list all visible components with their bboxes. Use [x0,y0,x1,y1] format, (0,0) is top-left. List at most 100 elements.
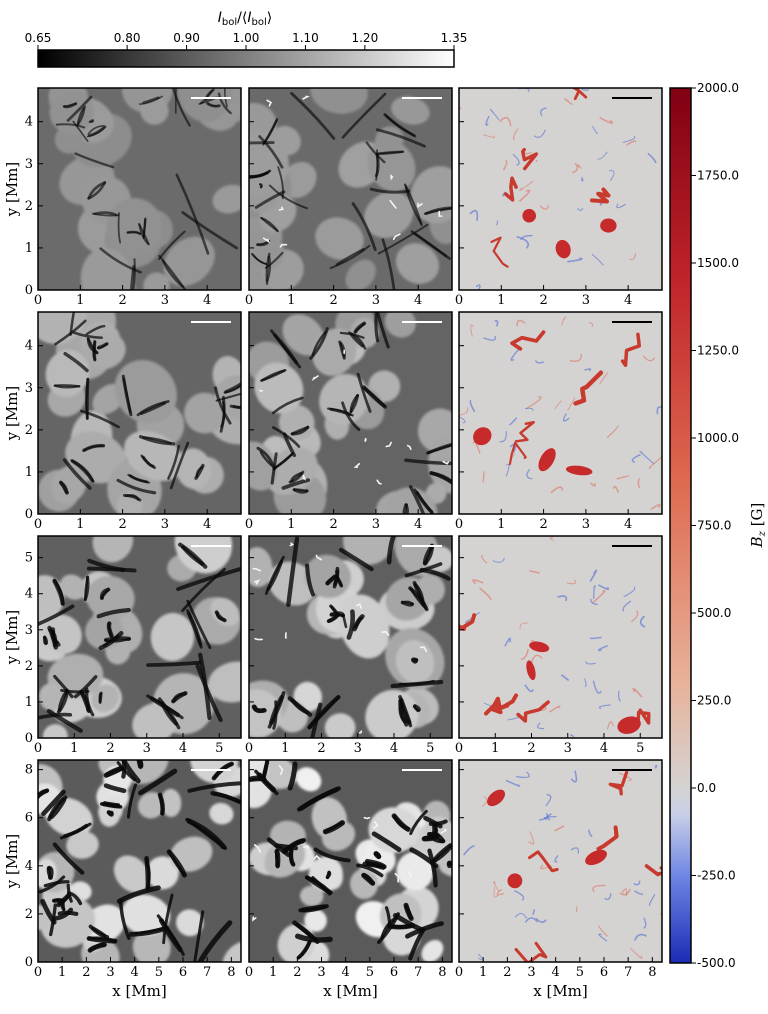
panel-frame [248,759,453,963]
panel-intensity-high-row1: 0 1 2 3 4 [245,87,453,308]
x-tick-label: 3 [564,741,572,756]
x-tick-label: 2 [329,293,337,308]
bz-colorbar-tick-label: 500.0 [697,606,731,620]
panel-bz-row1: 0 1 2 3 4 [455,87,663,308]
bz-colorbar-tick-label: 250.0 [697,694,731,708]
intensity-colorbar-tick-label: 1.00 [233,31,260,45]
panel-intensity-high-row3: 0 1 2 3 4 5 [245,535,453,756]
x-tick-label: 2 [503,965,511,980]
y-tick-label: 4 [25,115,33,130]
x-tick-label: 2 [82,965,90,980]
y-tick-label: 4 [25,587,33,602]
y-tick-label: 4 [25,859,33,874]
x-tick-label: 0 [34,517,42,532]
y-tick-label: 3 [25,157,33,172]
x-tick-label: 2 [539,293,547,308]
panel-frame [458,535,663,739]
y-axis-label: y [Mm] [3,834,21,890]
bz-colorbar-gradient [669,87,692,964]
bz-colorbar-tick-label: 2000.0 [697,81,739,95]
x-tick-label: 3 [354,741,362,756]
bz-colorbar-tick-label: 1750.0 [697,169,739,183]
bz-colorbar-tick-label: 750.0 [697,519,731,533]
panel-frame [248,87,453,291]
panel-frame [37,87,242,291]
x-axis-label: x [Mm] [323,982,378,1000]
bz-colorbar-tick-label: 1250.0 [697,344,739,358]
x-tick-label: 0 [245,293,253,308]
x-tick-label: 3 [161,293,169,308]
x-tick-label: 8 [648,965,656,980]
x-tick-label: 2 [527,741,535,756]
intensity-colorbar-tick-label: 0.65 [25,31,52,45]
x-tick-label: 8 [438,965,446,980]
y-tick-label: 3 [25,381,33,396]
x-tick-label: 1 [269,965,277,980]
x-tick-label: 4 [414,517,422,532]
panel-frame [37,311,242,515]
y-tick-label: 2 [25,659,33,674]
panel-intensity-low-row4: 0 1 2 3 4 5 6 7 8 0 2 4 6 8 y [Mm] x [Mm] [3,759,242,1000]
x-tick-label: 2 [118,293,126,308]
intensity-colorbar-tick-label: 1.10 [292,31,319,45]
x-tick-label: 0 [245,965,253,980]
x-tick-label: 0 [455,293,463,308]
x-tick-label: 1 [479,965,487,980]
x-tick-label: 6 [179,965,187,980]
y-tick-label: 3 [25,623,33,638]
x-tick-label: 1 [287,293,295,308]
panel-intensity-low-row1: 0 1 2 3 4 0 1 2 3 4 y [Mm] [3,87,242,308]
bz-colorbar-tick-label: 1000.0 [697,431,739,445]
x-tick-label: 4 [600,741,608,756]
bz-colorbar-tick-label: 0.0 [697,781,716,795]
panel-frame [37,535,242,739]
y-tick-label: 6 [25,811,33,826]
bz-colorbar-label: Bz [G] [748,503,768,549]
y-axis-label: y [Mm] [3,162,21,218]
x-tick-label: 1 [491,741,499,756]
y-tick-label: 0 [25,731,33,746]
panel-frame [458,311,663,515]
y-tick-label: 5 [25,551,33,566]
x-tick-label: 0 [455,517,463,532]
x-tick-label: 3 [106,965,114,980]
x-tick-label: 4 [414,293,422,308]
x-tick-label: 3 [527,965,535,980]
intensity-colorbar-tick-label: 0.80 [114,31,141,45]
x-tick-label: 5 [576,965,584,980]
x-tick-label: 4 [342,965,350,980]
x-tick-label: 7 [203,965,211,980]
x-tick-label: 5 [155,965,163,980]
x-tick-label: 5 [215,741,223,756]
x-tick-label: 8 [227,965,235,980]
y-tick-label: 0 [25,507,33,522]
x-tick-label: 3 [582,517,590,532]
x-tick-label: 3 [582,293,590,308]
panel-intensity-high-row4: 0 1 2 3 4 5 6 7 8 x [Mm] [245,759,453,1000]
x-tick-label: 3 [143,741,151,756]
intensity-colorbar-tick-label: 1.35 [441,31,468,45]
y-tick-label: 1 [25,695,33,710]
x-tick-label: 4 [179,741,187,756]
x-tick-label: 5 [636,741,644,756]
x-axis-label: x [Mm] [112,982,167,1000]
x-tick-label: 4 [203,293,211,308]
x-tick-label: 1 [497,517,505,532]
x-tick-label: 1 [287,517,295,532]
x-tick-label: 5 [426,741,434,756]
bz-colorbar-tick-label: 1500.0 [697,256,739,270]
x-tick-label: 0 [455,741,463,756]
x-tick-label: 2 [317,741,325,756]
bz-colorbar-tick-label: -500.0 [697,956,736,970]
x-tick-label: 3 [372,517,380,532]
panel-bz-row3: 0 1 2 3 4 5 [455,535,663,756]
x-tick-label: 1 [76,517,84,532]
x-tick-label: 6 [390,965,398,980]
intensity-colorbar-title: Ibol/⟨Ibol⟩ [218,10,272,28]
panel-frame [248,535,453,739]
y-axis-label: y [Mm] [3,386,21,442]
panel-bz-row4: 0 1 2 3 4 5 6 7 8 x [Mm] [455,759,663,1000]
y-tick-label: 2 [25,907,33,922]
bz-colorbar: 2000.0 1750.0 1500.0 1250.0 1000.0 750.0 500.0… [669,81,768,970]
